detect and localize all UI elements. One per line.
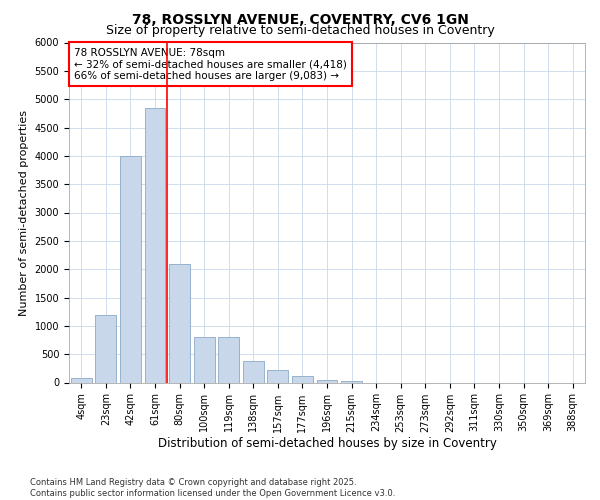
Bar — [95, 314, 116, 382]
Bar — [120, 156, 141, 382]
X-axis label: Distribution of semi-detached houses by size in Coventry: Distribution of semi-detached houses by … — [158, 437, 496, 450]
Text: 78, ROSSLYN AVENUE, COVENTRY, CV6 1GN: 78, ROSSLYN AVENUE, COVENTRY, CV6 1GN — [131, 12, 469, 26]
Bar — [268, 370, 289, 382]
Bar — [145, 108, 166, 382]
Text: Contains HM Land Registry data © Crown copyright and database right 2025.
Contai: Contains HM Land Registry data © Crown c… — [30, 478, 395, 498]
Bar — [317, 380, 337, 382]
Text: 78 ROSSLYN AVENUE: 78sqm
← 32% of semi-detached houses are smaller (4,418)
66% o: 78 ROSSLYN AVENUE: 78sqm ← 32% of semi-d… — [74, 48, 347, 81]
Bar — [292, 376, 313, 382]
Y-axis label: Number of semi-detached properties: Number of semi-detached properties — [19, 110, 29, 316]
Bar — [243, 361, 264, 382]
Bar — [194, 337, 215, 382]
Bar — [218, 337, 239, 382]
Bar — [71, 378, 92, 382]
Text: Size of property relative to semi-detached houses in Coventry: Size of property relative to semi-detach… — [106, 24, 494, 37]
Bar — [169, 264, 190, 382]
